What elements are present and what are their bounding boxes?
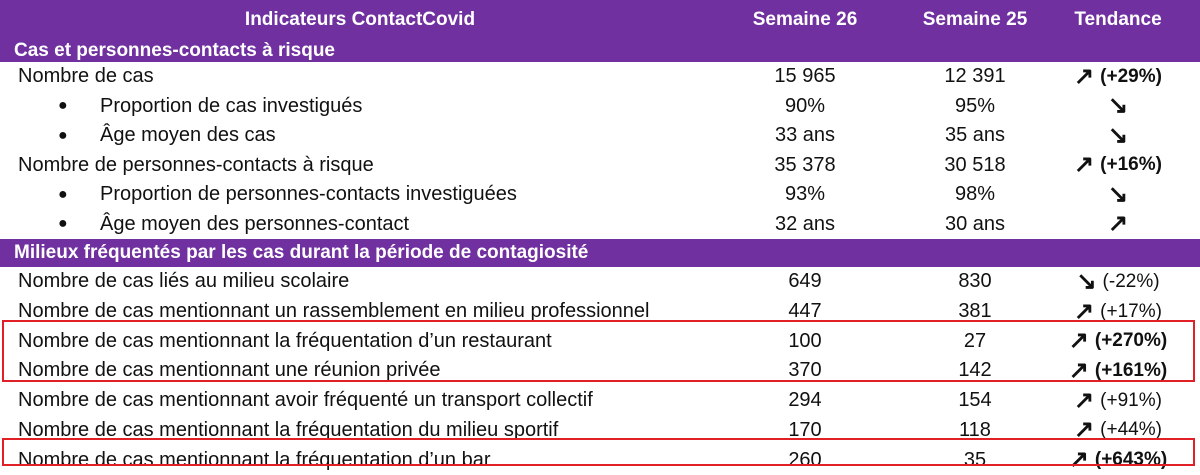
section-header: Cas et personnes-contacts à risque [0, 40, 1200, 62]
table-row: ● Âge moyen des personnes-contact 32 ans 30… [0, 210, 1200, 240]
value-week-25: 27 [963, 329, 987, 352]
table-row: ● Proportion de cas investigués 90% 95% ↘ [0, 92, 1200, 122]
arrow-down-right-icon: ↘ [1107, 180, 1129, 208]
value-week-26: 33 ans [774, 124, 836, 147]
row-label: Nombre de cas mentionnant un rassembleme… [18, 300, 650, 323]
value-week-25: 154 [958, 389, 992, 412]
table-row: Nombre de cas mentionnant la fréquentati… [0, 326, 1200, 356]
row-label: Nombre de cas [18, 65, 154, 88]
section-title: Cas et personnes-contacts à risque [14, 40, 335, 61]
value-week-25: 381 [958, 300, 992, 323]
value-week-26: 170 [788, 418, 822, 441]
value-week-25: 830 [958, 270, 992, 293]
value-week-25: 118 [959, 418, 991, 441]
highlight-box [2, 438, 1195, 466]
trend-value: (+91%) [1100, 389, 1162, 411]
table-row: ● Âge moyen des cas 33 ans 35 ans ↘ [0, 121, 1200, 151]
table-row: Nombre de cas 15 965 12 391 ↗ (+29%) [0, 62, 1200, 92]
table-header: Indicateurs ContactCovid Semaine 26 Sema… [0, 0, 1200, 40]
trend-cell: ↗ (+44%) [1036, 416, 1200, 446]
value-week-26: 15 965 [774, 65, 836, 88]
table-row: Nombre de cas liés au milieu scolaire 649… [0, 267, 1200, 297]
arrow-up-right-icon: ↗ [1074, 62, 1095, 90]
row-label: Nombre de cas liés au milieu scolaire [18, 270, 350, 293]
trend-value: (+16%) [1100, 154, 1162, 176]
header-title: Indicateurs ContactCovid [244, 9, 476, 30]
arrow-up-right-icon: ↗ [1068, 327, 1089, 355]
table-row: Nombre de personnes-contacts à risque 35 … [0, 151, 1200, 181]
trend-value: (+161%) [1094, 359, 1168, 381]
trend-cell: ↗ [1036, 210, 1200, 240]
arrow-down-right-icon: ↘ [1107, 92, 1129, 120]
bullet-icon: ● [58, 97, 68, 115]
header-trend: Tendance [1074, 9, 1162, 30]
table-row: Nombre de cas mentionnant une réunion pr… [0, 356, 1200, 386]
trend-cell: ↗ (+16%) [1036, 151, 1200, 181]
trend-value: (+270%) [1094, 330, 1168, 352]
trend-value: (+29%) [1100, 65, 1162, 87]
row-label: Âge moyen des personnes-contact [100, 212, 410, 235]
header-week-25: Semaine 25 [922, 9, 1028, 30]
value-week-26: 649 [788, 270, 822, 293]
value-week-26: 447 [788, 300, 822, 323]
value-week-25: 30 ans [944, 212, 1006, 235]
row-label: Proportion de personnes-contacts investi… [100, 183, 517, 206]
arrow-up-right-icon: ↗ [1074, 297, 1095, 325]
value-week-26: 32 ans [774, 212, 836, 235]
row-label: Âge moyen des cas [100, 124, 276, 147]
trend-cell: ↗ (+270%) [1036, 326, 1200, 356]
value-week-25: 142 [958, 359, 992, 382]
value-week-25: 30 518 [944, 153, 1006, 176]
row-label: Nombre de cas mentionnant la fréquentati… [18, 418, 559, 441]
arrow-up-right-icon: ↗ [1074, 386, 1095, 414]
value-week-25: 35 ans [944, 124, 1006, 147]
value-week-26: 294 [788, 389, 822, 412]
trend-value: (+17%) [1100, 300, 1162, 322]
bullet-icon: ● [58, 215, 68, 233]
row-label: Proportion de cas investigués [100, 94, 363, 117]
section-title: Milieux fréquentés par les cas durant la… [14, 242, 589, 263]
arrow-up-right-icon: ↗ [1074, 151, 1095, 179]
value-week-25: 95% [954, 94, 996, 117]
value-week-26: 100 [788, 329, 822, 352]
trend-cell: ↘ [1036, 180, 1200, 210]
trend-cell: ↗ (+161%) [1036, 356, 1200, 386]
header-week-26: Semaine 26 [752, 9, 858, 30]
table-row: Nombre de cas mentionnant un rassembleme… [0, 297, 1200, 327]
trend-cell: ↗ (+29%) [1036, 62, 1200, 92]
arrow-up-right-icon: ↗ [1068, 356, 1089, 384]
row-label: Nombre de cas mentionnant avoir fréquent… [18, 389, 593, 412]
row-label: Nombre de cas mentionnant la fréquentati… [18, 329, 552, 352]
section-header: Milieux fréquentés par les cas durant la… [0, 239, 1200, 267]
trend-cell: ↘ (-22%) [1036, 267, 1200, 297]
row-label: Nombre de cas mentionnant une réunion pr… [18, 359, 441, 382]
trend-value: (+44%) [1100, 419, 1162, 441]
trend-cell: ↘ [1036, 92, 1200, 122]
table-row: Nombre de cas mentionnant la fréquentati… [0, 416, 1200, 446]
table-row: ● Proportion de personnes-contacts invest… [0, 180, 1200, 210]
arrow-up-right-icon: ↗ [1074, 416, 1095, 444]
value-week-25: 12 391 [944, 65, 1006, 88]
arrow-down-right-icon: ↘ [1107, 121, 1129, 149]
value-week-26: 90% [784, 94, 826, 117]
value-week-26: 35 378 [774, 153, 836, 176]
arrow-up-right-icon: ↗ [1107, 210, 1129, 238]
trend-cell: ↗ (+17%) [1036, 297, 1200, 327]
trend-value: (-22%) [1102, 270, 1160, 292]
bullet-icon: ● [58, 126, 68, 144]
bullet-icon: ● [58, 185, 68, 203]
table-row: Nombre de cas mentionnant avoir fréquent… [0, 386, 1200, 416]
trend-cell: ↗ (+91%) [1036, 386, 1200, 416]
trend-cell: ↘ [1036, 121, 1200, 151]
value-week-26: 370 [788, 359, 822, 382]
arrow-down-right-icon: ↘ [1076, 267, 1097, 295]
highlight-box [2, 320, 1195, 382]
row-label: Nombre de personnes-contacts à risque [18, 153, 374, 176]
value-week-26: 93% [784, 183, 826, 206]
value-week-25: 98% [954, 183, 996, 206]
